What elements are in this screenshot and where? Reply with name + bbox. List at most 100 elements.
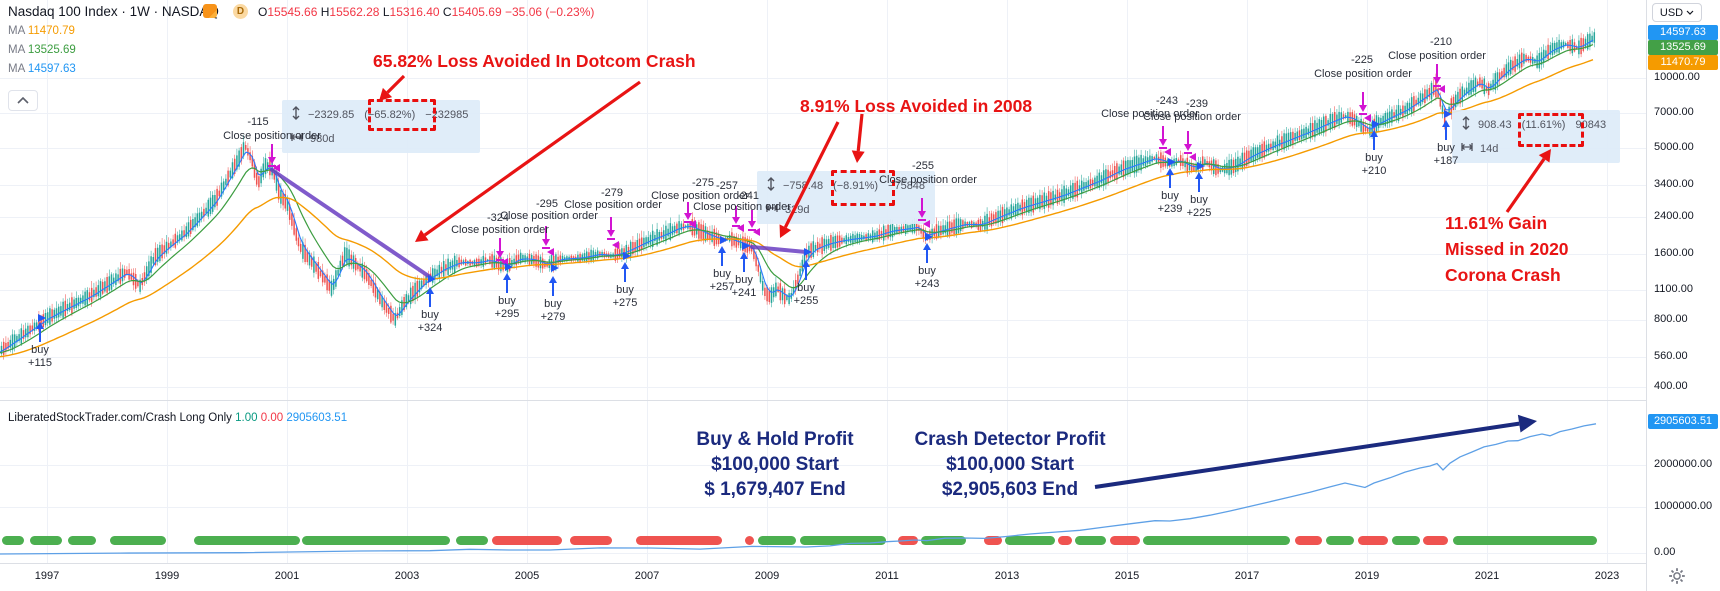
sell-trade-number: -275 — [691, 177, 715, 189]
sell-arrow-icon — [607, 230, 615, 237]
sell-arrow-icon — [496, 251, 504, 258]
buy-fill-marker — [428, 275, 436, 283]
buy-fill-marker — [1444, 110, 1452, 118]
sell-fill-marker — [501, 258, 508, 266]
sell-fill-marker — [689, 220, 696, 228]
close-position-order-label: Close position order — [500, 210, 598, 222]
ma-label: MA — [8, 63, 28, 75]
ma-label: MA — [8, 44, 28, 56]
buy-arrow-icon — [1442, 120, 1450, 127]
price-badge: 11470.79 — [1648, 55, 1718, 70]
sell-arrow-icon — [268, 157, 276, 164]
crash-detector-end: $2,905,603 End — [941, 479, 1079, 500]
buy-fill-marker — [1372, 120, 1380, 128]
buy-fill-marker — [551, 264, 559, 272]
price-tick-label: 0.00 — [1654, 546, 1676, 558]
notification-badge[interactable]: D — [233, 4, 248, 19]
sell-trade-number: -279 — [600, 187, 624, 199]
gear-icon[interactable] — [1668, 567, 1686, 590]
pane-separator[interactable] — [0, 400, 1646, 401]
buy-trade-label: buy +241 — [731, 274, 757, 299]
year-label: 2011 — [875, 570, 899, 582]
year-label: 2021 — [1474, 570, 1500, 582]
dashed-highlight-dotcom — [368, 99, 436, 131]
close-position-order-label: Close position order — [651, 190, 749, 202]
price-tick-label: 10000.00 — [1654, 71, 1700, 83]
sell-trade-number: -225 — [1350, 54, 1374, 66]
navy-profit-arrow — [1517, 414, 1537, 433]
year-label: 2001 — [274, 570, 300, 582]
position-strip — [2, 536, 1597, 545]
sell-fill-marker — [1364, 114, 1371, 122]
collapse-pane-button[interactable] — [8, 90, 38, 111]
crash-detector-profit-block: Crash Detector Profit $100,000 Start $2,… — [895, 427, 1125, 502]
navy-profit-arrow — [1094, 421, 1520, 489]
symbol-logo-icon — [203, 4, 217, 18]
price-tick-label: 1000000.00 — [1654, 500, 1713, 512]
buy-fill-marker — [505, 263, 513, 271]
buy-fill-marker — [1197, 162, 1205, 170]
sell-fill-marker — [547, 248, 554, 256]
close-position-order-label: Close position order — [1143, 111, 1241, 123]
indicator-legend[interactable]: LiberatedStockTrader.com/Crash Long Only… — [8, 412, 347, 424]
price-badge: 2905603.51 — [1648, 414, 1718, 429]
bar-range-icon — [765, 201, 779, 218]
price-tick-label: 1600.00 — [1654, 247, 1694, 259]
price-range-icon — [290, 106, 302, 123]
year-label: 2019 — [1354, 570, 1380, 582]
annotation-covid: 11.61% Gain Missed in 2020 Corona Crash — [1445, 210, 1569, 288]
buy-fill-marker — [742, 242, 750, 250]
sell-fill-marker — [753, 228, 760, 236]
buy-hold-profit-block: Buy & Hold Profit $100,000 Start $ 1,679… — [660, 427, 890, 502]
annotation-covid-line1: 11.61% Gain — [1445, 213, 1548, 233]
ma-legend-row: MA 11470.79 — [8, 25, 75, 37]
buy-hold-title: Buy & Hold Profit — [696, 429, 854, 450]
price-tick-label: 2000000.00 — [1654, 458, 1713, 470]
red-annotation-arrow — [851, 150, 865, 163]
buy-trade-label: buy +275 — [612, 284, 638, 309]
buy-arrow-icon — [621, 262, 629, 269]
price-tick-label: 2400.00 — [1654, 210, 1694, 222]
measure-value: −758.48 — [783, 179, 824, 192]
red-annotation-arrow — [1505, 157, 1546, 213]
sell-arrow-icon — [1433, 77, 1441, 84]
close-position-order-label: Close position order — [1101, 108, 1199, 120]
symbol-title[interactable]: Nasdaq 100 Index · 1W · NASDAQ — [8, 4, 219, 19]
chevron-up-icon — [17, 97, 29, 104]
buy-trade-label: buy +239 — [1157, 190, 1183, 215]
measure-points: −75848 — [888, 179, 926, 192]
trade-measure-line — [270, 168, 432, 279]
ma-label: MA — [8, 25, 28, 37]
sell-arrow-icon — [1159, 139, 1167, 146]
close-position-order-label: Close position order — [451, 224, 549, 236]
currency-selector[interactable]: USD — [1652, 3, 1702, 22]
ma-legend-row: MA 14597.63 — [8, 63, 76, 75]
ohlc-readout: O15545.66 H15562.28 L15316.40 C15405.69 … — [258, 5, 594, 19]
crash-detector-start: $100,000 Start — [946, 454, 1074, 475]
buy-trade-label: buy +115 — [28, 344, 52, 369]
buy-hold-start: $100,000 Start — [711, 454, 839, 475]
price-tick-label: 1100.00 — [1654, 283, 1693, 295]
dashed-highlight-covid — [1518, 113, 1584, 147]
crash-detector-title: Crash Detector Profit — [914, 429, 1106, 450]
annotation-2008: 8.91% Loss Avoided in 2008 — [800, 96, 1033, 116]
measure-duration: 14d — [1480, 142, 1499, 155]
close-label: C — [442, 5, 452, 19]
sell-fill-marker — [273, 164, 280, 172]
sell-arrow-icon — [748, 221, 756, 228]
sell-trade-number: -239 — [1185, 98, 1209, 110]
ma-value: 11470.79 — [27, 25, 75, 37]
buy-trade-label: buy +243 — [914, 265, 940, 290]
buy-arrow-icon — [923, 243, 931, 250]
buy-trade-label: buy +324 — [417, 309, 443, 334]
change-value: −35.06 (−0.23%) — [505, 5, 595, 19]
currency-label: USD — [1659, 6, 1684, 19]
high-value: 15562.28 — [329, 5, 380, 19]
sell-trade-number: -115 — [247, 116, 269, 128]
price-tick-label: 7000.00 — [1654, 106, 1694, 118]
indicator-value-1: 1.00 — [235, 412, 258, 424]
buy-trade-label: buy +187 — [1433, 142, 1459, 167]
open-label: O — [258, 5, 268, 19]
ma-value: 13525.69 — [27, 44, 76, 56]
